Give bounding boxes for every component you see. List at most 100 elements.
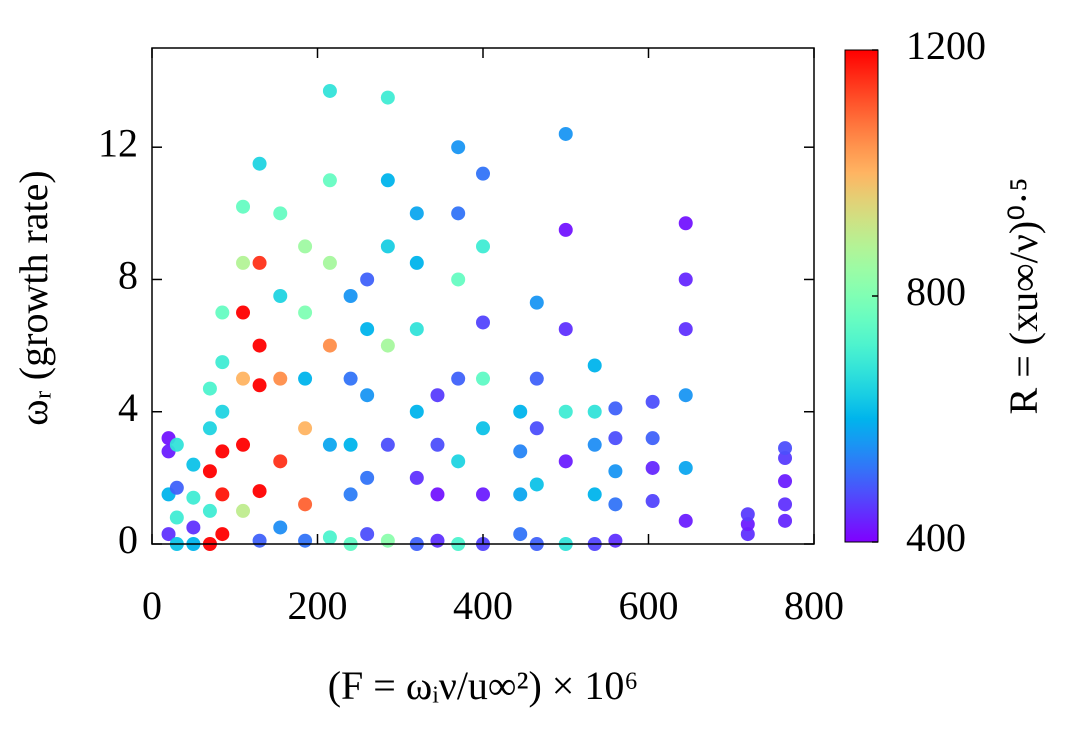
y-tick-label: 12	[98, 120, 138, 165]
point	[169, 437, 184, 452]
point	[430, 487, 445, 502]
x-axis-label: (F = ωᵢν/u∞²) × 10⁶	[328, 663, 639, 708]
colorbar-tick-label: 1200	[906, 23, 986, 68]
point	[587, 437, 602, 452]
point	[322, 530, 337, 545]
point	[678, 388, 693, 403]
point	[298, 305, 313, 320]
point	[322, 83, 337, 98]
point	[608, 464, 623, 479]
point	[409, 322, 424, 337]
point	[343, 289, 358, 303]
point	[678, 460, 693, 475]
point	[360, 470, 375, 485]
point	[273, 371, 288, 386]
y-tick-label: 0	[118, 517, 138, 562]
point	[608, 533, 623, 548]
point	[202, 464, 217, 479]
point	[215, 355, 230, 370]
point	[298, 239, 313, 254]
point	[252, 255, 267, 270]
point	[236, 255, 251, 270]
point	[678, 513, 693, 528]
point	[451, 140, 466, 155]
point	[608, 401, 623, 416]
x-tick-label: 400	[453, 583, 513, 628]
point	[236, 437, 251, 452]
point	[169, 480, 184, 495]
colorbar-tick-label: 400	[906, 515, 966, 560]
point	[476, 166, 490, 181]
point	[252, 533, 267, 548]
points	[161, 83, 793, 551]
point	[558, 322, 573, 337]
point	[202, 421, 217, 436]
y-tick-label: 8	[118, 253, 138, 298]
point	[529, 295, 544, 310]
point	[476, 421, 490, 436]
point	[587, 358, 602, 373]
point	[273, 520, 288, 535]
point	[161, 527, 176, 542]
point	[409, 206, 424, 221]
point	[215, 404, 230, 419]
point	[273, 206, 288, 221]
point	[273, 289, 288, 303]
point	[169, 510, 184, 525]
point	[778, 513, 793, 528]
point	[529, 371, 544, 386]
point	[476, 371, 490, 386]
point	[740, 517, 755, 532]
point	[558, 404, 573, 419]
point	[476, 487, 490, 502]
point	[252, 484, 267, 499]
point	[360, 527, 375, 542]
point	[343, 437, 358, 452]
point	[380, 338, 395, 353]
point	[778, 441, 793, 456]
point	[558, 454, 573, 469]
point	[558, 222, 573, 237]
point	[252, 378, 267, 393]
point	[430, 388, 445, 403]
point	[380, 533, 395, 548]
point	[513, 404, 528, 419]
point	[513, 527, 528, 542]
point	[298, 497, 313, 512]
point	[236, 371, 251, 386]
point	[380, 437, 395, 452]
point	[430, 437, 445, 452]
point	[236, 305, 251, 320]
point	[380, 173, 395, 188]
point	[430, 533, 445, 548]
point	[645, 494, 660, 509]
point	[202, 503, 217, 518]
point	[778, 497, 793, 512]
point	[778, 474, 793, 489]
point	[322, 255, 337, 270]
point	[215, 444, 230, 459]
point	[273, 454, 288, 469]
point	[778, 451, 793, 466]
point	[587, 487, 602, 502]
point	[360, 322, 375, 337]
point	[186, 520, 201, 535]
colorbar-tick-label: 800	[906, 269, 966, 314]
point	[322, 173, 337, 188]
point	[645, 460, 660, 475]
point	[529, 477, 544, 492]
point	[645, 431, 660, 446]
y-axis-label: ωᵣ (growth rate)	[11, 170, 56, 425]
point	[215, 305, 230, 320]
point	[215, 527, 230, 542]
point	[186, 490, 201, 505]
point	[678, 322, 693, 337]
point	[476, 315, 490, 330]
point	[740, 507, 755, 522]
point	[451, 454, 466, 469]
plot-frame	[151, 47, 815, 545]
point	[409, 255, 424, 270]
point	[740, 527, 755, 542]
point	[322, 437, 337, 452]
